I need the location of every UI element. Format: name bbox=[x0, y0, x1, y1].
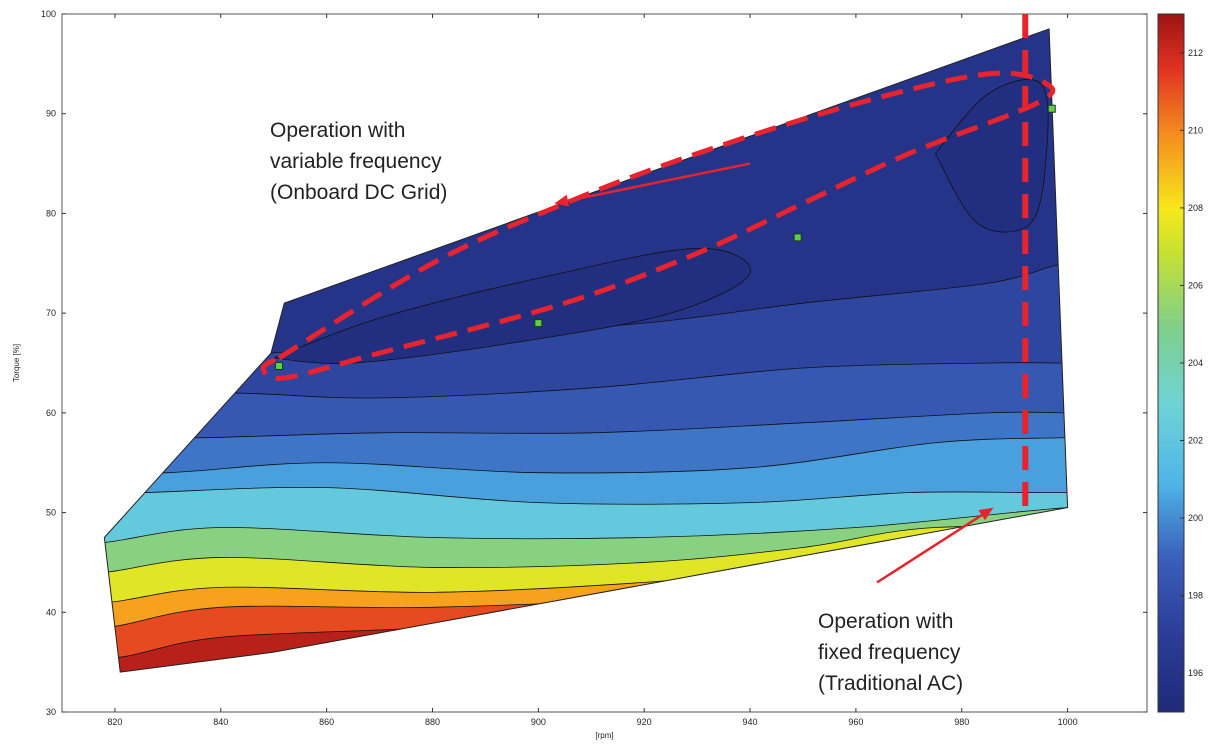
x-tick-label: 840 bbox=[213, 717, 228, 727]
arrow-variable-frequency-head bbox=[554, 194, 570, 207]
x-tick-label: 820 bbox=[107, 717, 122, 727]
operating-point-marker bbox=[1047, 104, 1056, 113]
contour-line-6 bbox=[104, 525, 1068, 574]
operation-overlay bbox=[260, 14, 1056, 584]
x-tick-label: 920 bbox=[637, 717, 652, 727]
arrow-variable-frequency bbox=[554, 162, 751, 207]
y-tick-label: 60 bbox=[46, 408, 56, 418]
y-tick-label: 90 bbox=[46, 109, 56, 119]
annotation-variable-frequency: Operation with variable frequency (Onboard… bbox=[270, 119, 447, 204]
annotation-fixed-frequency: Operation with fixed frequency (Traditiona… bbox=[818, 610, 963, 695]
y-tick-label: 30 bbox=[46, 707, 56, 717]
annotation-line: fixed frequency bbox=[818, 641, 961, 664]
colorbar-tick-labels: 196 198 200 202 204 206 208 210 212 bbox=[1180, 48, 1203, 678]
contour-line-2 bbox=[104, 411, 1068, 439]
colorbar-tick-label: 196 bbox=[1188, 668, 1203, 678]
y-tick-label: 80 bbox=[46, 208, 56, 218]
y-tick-label: 100 bbox=[41, 9, 56, 19]
contour-line-4 bbox=[104, 486, 1068, 505]
x-tick-label: 1000 bbox=[1058, 717, 1078, 727]
x-tick-label: 860 bbox=[319, 717, 334, 727]
x-tick-labels: 820 840 860 880 900 920 940 960 980 1000 bbox=[107, 14, 1078, 727]
colorbar-tick-label: 202 bbox=[1188, 436, 1203, 446]
operating-point-marker bbox=[793, 233, 802, 242]
x-tick-label: 940 bbox=[743, 717, 758, 727]
arrow-variable-frequency-shaft bbox=[567, 162, 751, 202]
colorbar-tick-label: 200 bbox=[1188, 513, 1203, 523]
x-tick-label: 980 bbox=[954, 717, 969, 727]
annotation-line: Operation with bbox=[270, 119, 405, 142]
y-tick-label: 40 bbox=[46, 607, 56, 617]
arrow-fixed-frequency-shaft bbox=[876, 514, 983, 584]
region-outline bbox=[103, 28, 1069, 673]
arrow-fixed-frequency bbox=[876, 507, 994, 584]
arrow-fixed-frequency-head bbox=[978, 507, 994, 521]
x-axis-label: [rpm] bbox=[595, 731, 613, 740]
colorbar-tick-label: 208 bbox=[1188, 203, 1203, 213]
y-tick-label: 50 bbox=[46, 508, 56, 518]
y-axis-label: Torque [%] bbox=[12, 344, 21, 382]
colorbar-tick-label: 206 bbox=[1188, 280, 1203, 290]
x-tick-label: 960 bbox=[848, 717, 863, 727]
contour-minimum-zone-0 bbox=[273, 247, 751, 364]
operating-point-marker bbox=[275, 361, 283, 370]
colorbar-tick-label: 212 bbox=[1188, 48, 1203, 58]
contour-line-5 bbox=[104, 505, 1068, 544]
y-tick-labels: 30 40 50 60 70 80 90 100 bbox=[41, 9, 1147, 717]
y-tick-label: 70 bbox=[46, 308, 56, 318]
annotations: Operation with variable frequency (Onboard… bbox=[270, 119, 963, 695]
contour-minimum-zone-1 bbox=[934, 79, 1049, 233]
annotation-line: Operation with bbox=[818, 610, 953, 633]
annotation-line: variable frequency bbox=[270, 150, 442, 173]
colorbar bbox=[1157, 13, 1185, 713]
colorbar-tick-label: 204 bbox=[1188, 358, 1203, 368]
colorbar-tick-label: 198 bbox=[1188, 591, 1203, 601]
contour-line-3 bbox=[104, 437, 1068, 474]
colorbar-tick-label: 210 bbox=[1188, 125, 1203, 135]
annotation-line: (Traditional AC) bbox=[818, 672, 963, 695]
x-tick-label: 900 bbox=[531, 717, 546, 727]
x-tick-label: 880 bbox=[425, 717, 440, 727]
annotation-line: (Onboard DC Grid) bbox=[270, 181, 447, 204]
operating-point-marker bbox=[534, 319, 543, 328]
